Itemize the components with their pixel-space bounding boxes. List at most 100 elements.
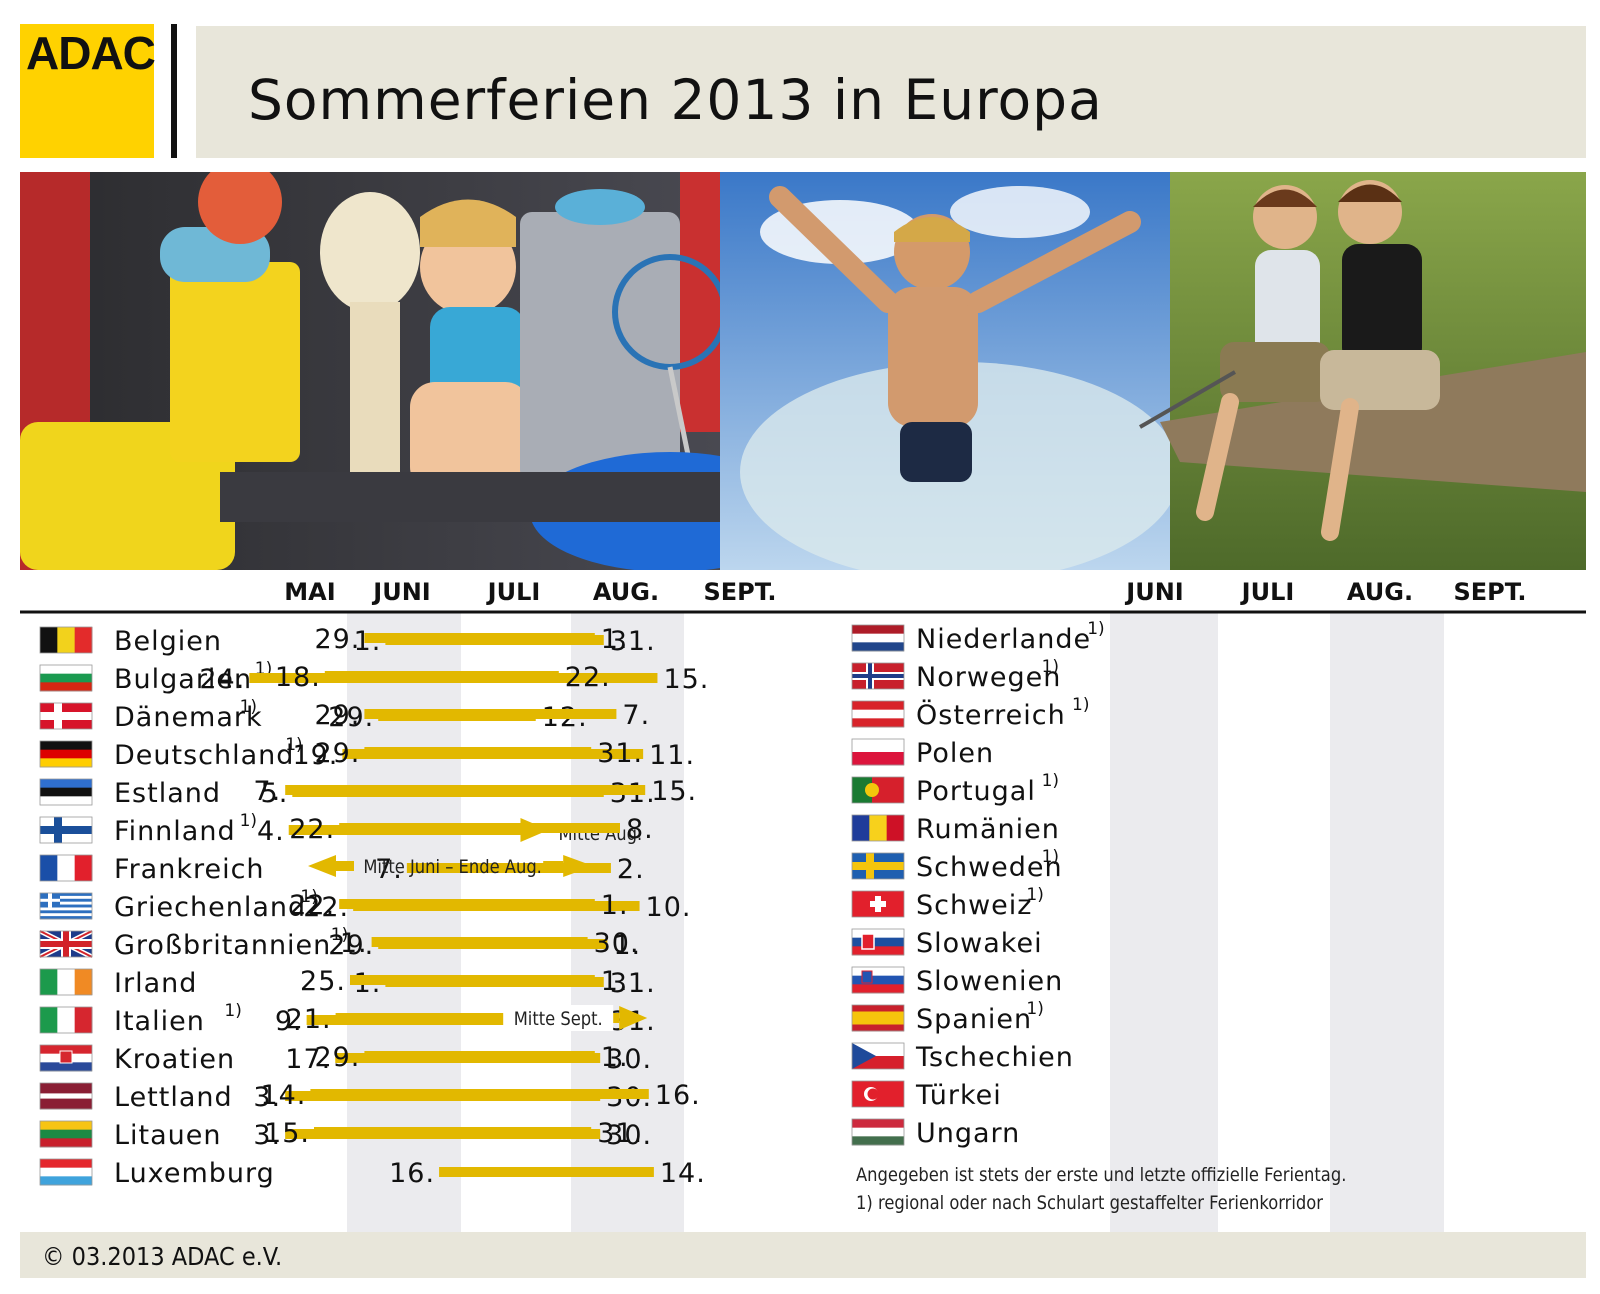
footnote-mark: 1) — [1026, 999, 1043, 1019]
country-label: Griechenland — [114, 892, 306, 923]
flag-es — [851, 1004, 905, 1032]
country-label: Türkei — [915, 1080, 1002, 1111]
label-bg — [503, 1005, 614, 1031]
start-date-label: 29. — [314, 624, 360, 655]
country-label: Spanien — [916, 1004, 1032, 1035]
flag-gr — [39, 892, 93, 920]
end-date-label: 22. — [565, 662, 611, 693]
footnote-mark: 1) — [224, 1001, 241, 1021]
country-label: Deutschland — [114, 740, 294, 771]
footnote-mark: 1) — [1072, 695, 1089, 715]
country-label: Luxemburg — [114, 1158, 275, 1189]
bar — [543, 861, 564, 871]
end-date-label: 14. — [660, 1158, 706, 1189]
bar — [324, 671, 559, 681]
country-label: Lettland — [114, 1082, 233, 1113]
month-label: JUNI — [1124, 578, 1183, 606]
bar — [339, 899, 595, 909]
end-date-label: 11. — [649, 740, 695, 771]
bar — [314, 1127, 592, 1137]
bar — [339, 823, 620, 833]
country-label: Polen — [916, 738, 994, 769]
country-label: Tschechien — [915, 1042, 1074, 1073]
bar — [335, 1013, 620, 1023]
end-date-label: 1. — [601, 624, 629, 655]
bar — [439, 1167, 654, 1177]
end-date-label: 31. — [597, 738, 643, 769]
country-label: Belgien — [114, 626, 222, 657]
country-label: Finnland — [114, 816, 236, 847]
bar — [364, 747, 592, 757]
start-date-label: 25. — [300, 966, 346, 997]
flag-lu — [39, 1158, 93, 1186]
flag-lt — [39, 1120, 93, 1148]
start-date-label: 3. — [253, 1120, 281, 1151]
flag-de — [39, 740, 93, 768]
range-text: Mitte Juni – Ende Aug. — [363, 857, 542, 878]
dog — [320, 192, 420, 312]
country-label: Frankreich — [114, 854, 265, 885]
bar — [350, 975, 595, 985]
end-date-label: 16. — [655, 1080, 701, 1111]
adac-logo: ADAC — [20, 24, 156, 158]
footnote-mark: 1) — [331, 925, 348, 945]
flag-bg — [39, 664, 93, 692]
end-date-label: 30. — [606, 1120, 652, 1151]
footnote-mark: 1) — [1087, 619, 1104, 639]
country-label: Irland — [114, 968, 197, 999]
hero-illustration — [20, 172, 1586, 570]
grey-suitcase — [520, 212, 680, 482]
month-label: SEPT. — [703, 578, 776, 606]
month-band — [1330, 612, 1444, 1232]
country-label: Litauen — [114, 1120, 222, 1151]
start-date-label: 29. — [328, 930, 374, 961]
flag-no — [851, 662, 905, 690]
footnote-mark: 1) — [1042, 771, 1059, 791]
end-date-label: 31. — [597, 1118, 643, 1149]
month-label: AUG. — [593, 578, 659, 606]
end-date-label: 15. — [663, 664, 709, 695]
footnote-mark: 1) — [1042, 657, 1059, 677]
bar — [336, 861, 354, 871]
bar — [371, 937, 588, 947]
country-label: Slowenien — [916, 966, 1063, 997]
start-date-label: 18. — [275, 662, 321, 693]
country-label: Kroatien — [114, 1044, 235, 1075]
month-band — [1110, 612, 1218, 1232]
start-date-label: 4. — [257, 816, 285, 847]
country-label: Schweden — [916, 852, 1063, 883]
hero-photo — [20, 172, 1586, 570]
wooden-pier — [1160, 352, 1586, 492]
start-date-label: 19. — [292, 740, 338, 771]
country-label: Dänemark — [114, 702, 263, 733]
arrow-right — [563, 855, 594, 877]
flag-pt — [851, 776, 905, 804]
month-label: AUG. — [1347, 578, 1413, 606]
end-date-label: 1. — [601, 890, 629, 921]
flag-pl — [851, 738, 905, 766]
country-label: Portugal — [916, 776, 1036, 807]
arrow-head — [619, 1006, 648, 1030]
footnote-mark: 1) — [240, 811, 257, 831]
end-date-label: 31. — [610, 968, 656, 999]
note-line-1: Angegeben ist stets der erste und letzte… — [856, 1164, 1347, 1186]
end-text: Mitte Sept. — [514, 1009, 603, 1030]
start-date-label: 15. — [264, 1118, 310, 1149]
country-label: Österreich — [916, 699, 1066, 731]
flag-cz — [851, 1042, 905, 1070]
country-label: Rumänien — [916, 814, 1060, 845]
country-label: Bulgarien — [114, 664, 252, 695]
start-date-label: 14. — [260, 1080, 306, 1111]
copyright: © 03.2013 ADAC e.V. — [42, 1242, 283, 1271]
divider — [171, 24, 177, 158]
footer: © 03.2013 ADAC e.V. — [20, 1232, 1586, 1278]
country-label: Estland — [114, 778, 221, 809]
flag-nl — [851, 624, 905, 652]
flag-si — [851, 966, 905, 994]
flag-sk — [851, 928, 905, 956]
flag-se — [851, 852, 905, 880]
country-label: Niederlande — [916, 624, 1091, 655]
end-date-label: 31. — [610, 626, 656, 657]
country-label: Norwegen — [916, 662, 1061, 693]
